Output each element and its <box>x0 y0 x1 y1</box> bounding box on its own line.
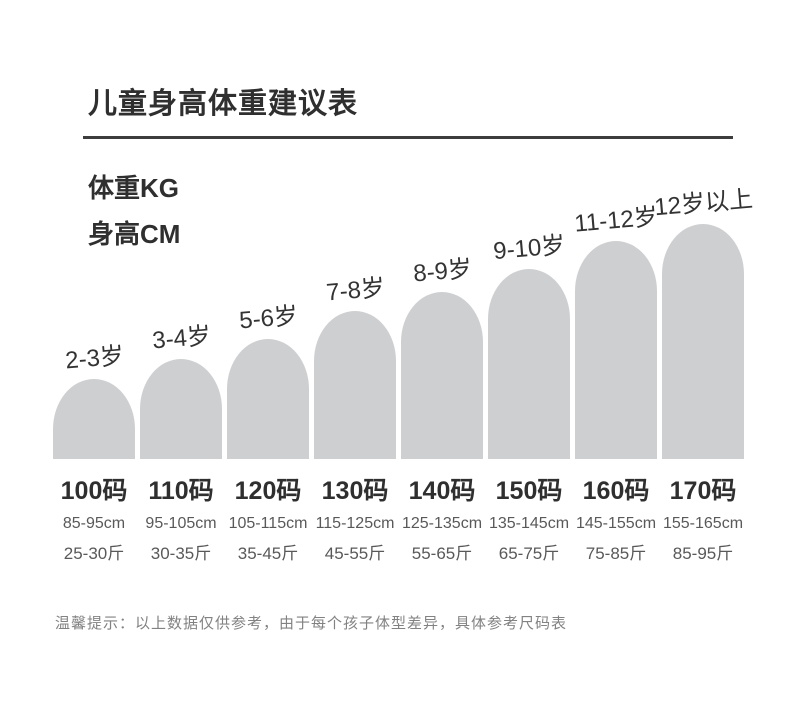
size-column-160: 11-12岁 160码 145-155cm 75-85斤 <box>573 200 659 565</box>
size-label: 120码 <box>234 477 302 505</box>
bar-150 <box>488 269 570 459</box>
weight-range-label: 75-85斤 <box>585 544 647 563</box>
height-range-label: 145-155cm <box>575 515 657 532</box>
size-column-120: 5-6岁 120码 105-115cm 35-45斤 <box>227 298 309 565</box>
age-label: 8-9岁 <box>411 255 473 288</box>
bar-100 <box>53 379 135 459</box>
weight-unit-label: 体重KG <box>88 173 180 203</box>
size-label: 170码 <box>669 477 737 505</box>
weight-range-label: 65-75斤 <box>498 544 560 563</box>
size-label: 110码 <box>148 477 214 505</box>
size-column-110: 3-4岁 110码 95-105cm 30-35斤 <box>140 318 222 565</box>
bar-140 <box>401 292 483 459</box>
height-range-label: 105-115cm <box>228 515 308 532</box>
weight-range-label: 45-55斤 <box>324 544 386 563</box>
age-label: 9-10岁 <box>492 231 567 266</box>
page-title: 儿童身高体重建议表 <box>88 88 359 120</box>
title-divider <box>83 136 733 139</box>
age-label: 11-12岁 <box>573 203 660 238</box>
age-label: 7-8岁 <box>324 274 386 307</box>
size-bar-chart: 2-3岁 100码 85-95cm 25-30斤 3-4岁 110码 95-10… <box>53 183 754 565</box>
height-range-label: 85-95cm <box>62 515 126 532</box>
bar-170 <box>662 224 744 459</box>
bar-120 <box>227 339 309 459</box>
height-range-label: 95-105cm <box>145 515 217 532</box>
bar-110 <box>140 359 222 459</box>
size-label: 130码 <box>321 477 389 505</box>
size-label: 100码 <box>60 477 128 505</box>
size-column-130: 7-8岁 130码 115-125cm 45-55斤 <box>314 270 396 565</box>
size-column-150: 9-10岁 150码 135-145cm 65-75斤 <box>488 228 570 565</box>
weight-range-label: 35-45斤 <box>237 544 299 563</box>
weight-range-label: 25-30斤 <box>63 544 125 563</box>
height-range-label: 155-165cm <box>662 515 744 532</box>
age-label: 2-3岁 <box>63 342 125 375</box>
height-range-label: 135-145cm <box>488 515 570 532</box>
age-label: 5-6岁 <box>237 302 299 335</box>
bar-160 <box>575 241 657 459</box>
size-column-140: 8-9岁 140码 125-135cm 55-65斤 <box>401 251 483 565</box>
weight-range-label: 85-95斤 <box>672 544 734 563</box>
bar-130 <box>314 311 396 459</box>
height-unit-label: 身高CM <box>88 219 181 249</box>
size-column-170: 12岁以上 170码 155-165cm 85-95斤 <box>653 183 754 565</box>
size-label: 160码 <box>582 477 650 505</box>
weight-range-label: 55-65斤 <box>411 544 473 563</box>
age-label: 3-4岁 <box>150 322 212 355</box>
size-label: 150码 <box>495 477 563 505</box>
disclaimer-note: 温馨提示：以上数据仅供参考，由于每个孩子体型差异，具体参考尺码表 <box>55 615 568 632</box>
size-column-100: 2-3岁 100码 85-95cm 25-30斤 <box>53 338 135 565</box>
weight-range-label: 30-35斤 <box>150 544 212 563</box>
age-label: 12岁以上 <box>652 185 754 222</box>
height-range-label: 115-125cm <box>315 515 395 532</box>
size-label: 140码 <box>408 477 476 505</box>
height-range-label: 125-135cm <box>401 515 483 532</box>
